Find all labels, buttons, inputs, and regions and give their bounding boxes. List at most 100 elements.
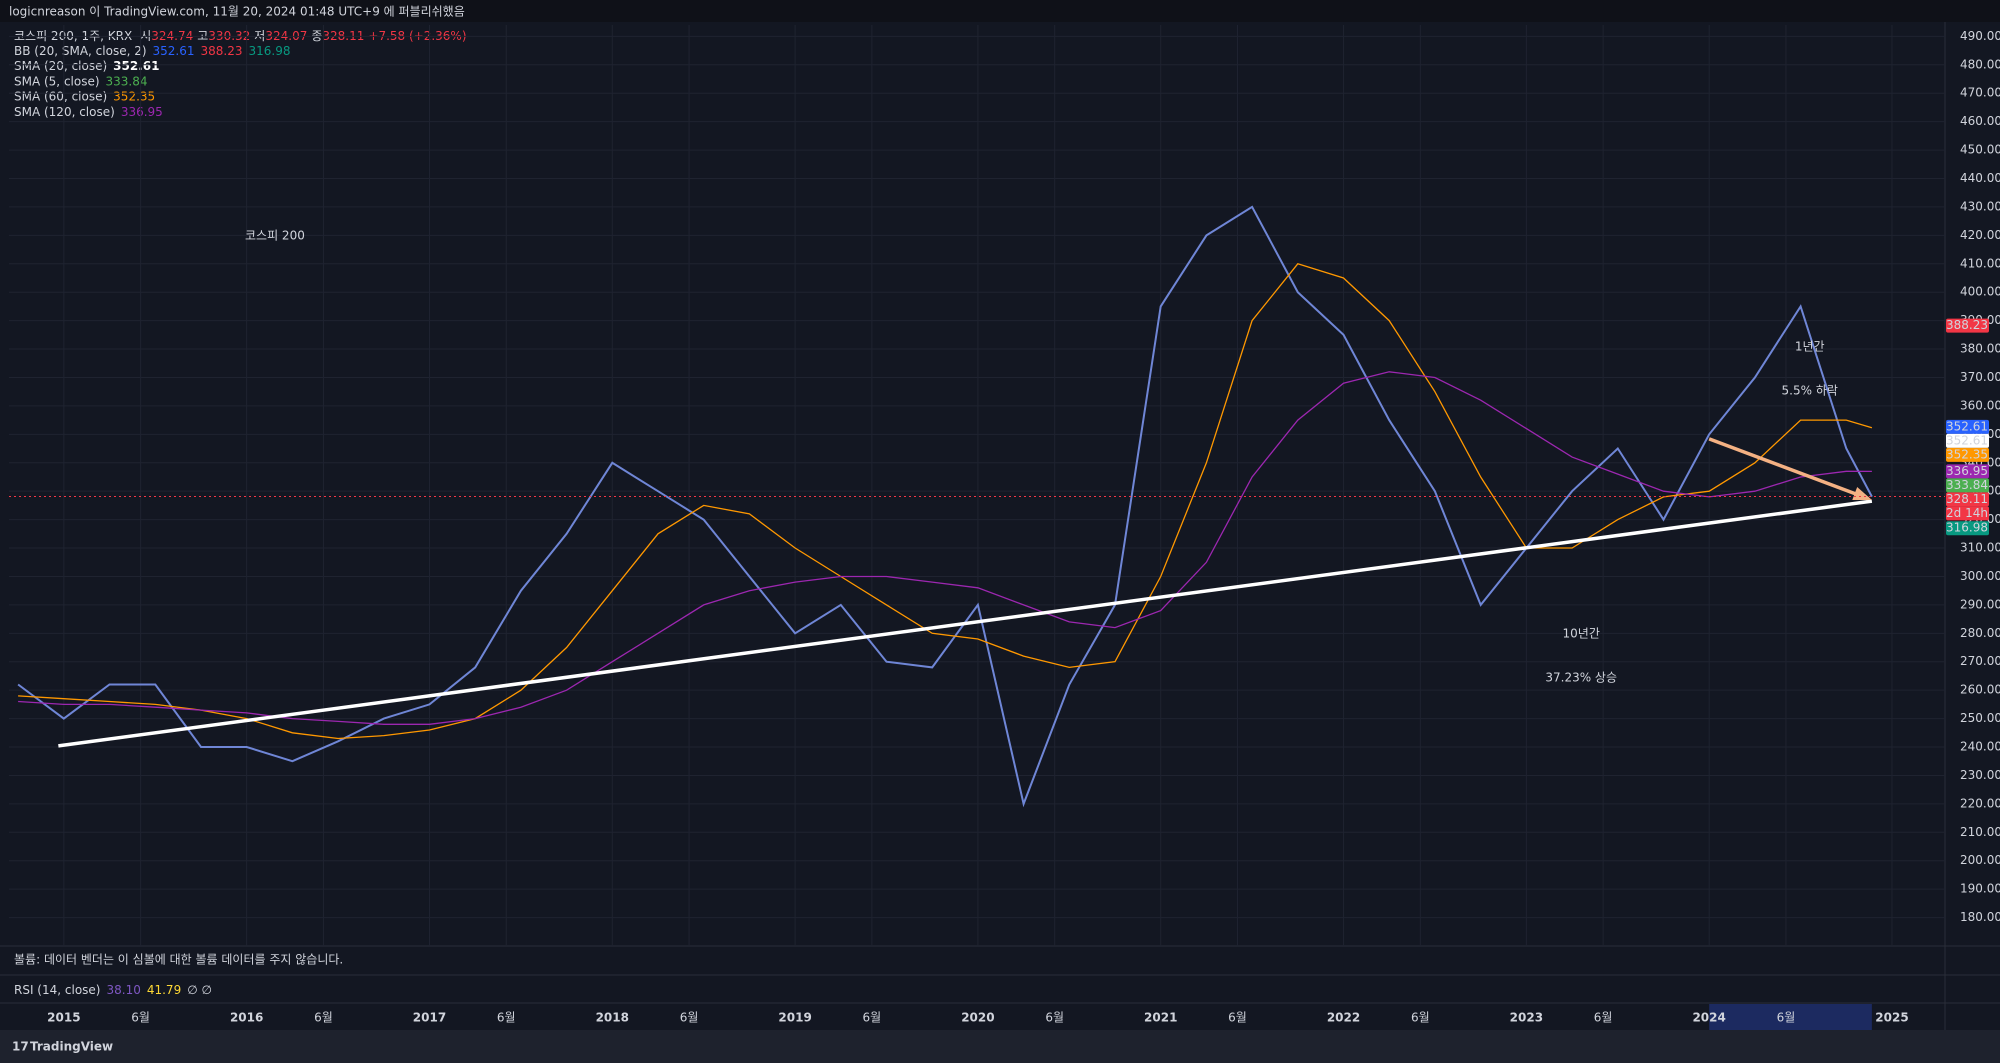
rsi-value: 41.79 — [147, 983, 181, 997]
indicator-legend: SMA (20, close) 352.61 — [14, 59, 159, 73]
x-tick-label: 2024 — [1692, 1011, 1725, 1025]
y-tick-label: 270.00 — [1960, 654, 2000, 668]
indicator-label: SMA (5, close) — [14, 74, 100, 88]
x-tick-label: 6월 — [1777, 1011, 1796, 1025]
price-tag — [1946, 464, 1989, 479]
indicator-value: 388.23 — [201, 44, 243, 58]
price-tag-label: 333.84 — [1946, 478, 1988, 492]
x-tick-label: 2025 — [1875, 1011, 1908, 1025]
price-tag — [1946, 318, 1989, 333]
arrow — [1708, 437, 1869, 501]
y-tick-label: 440.00 — [1960, 171, 2000, 185]
rsi-legend: RSI (14, close) 38.10 41.79 ∅ ∅ — [14, 983, 212, 997]
y-tick-label: 250.00 — [1960, 711, 2000, 725]
y-tick-label: 180.00 — [1960, 910, 2000, 924]
x-tick-label: 6월 — [1594, 1011, 1613, 1025]
x-tick-label: 2018 — [596, 1011, 629, 1025]
price-tag — [1946, 492, 1989, 507]
indicator-label: SMA (120, close) — [14, 104, 115, 118]
x-tick-label: 6월 — [497, 1011, 516, 1025]
price-tag — [1946, 419, 1989, 434]
series-line — [18, 371, 1872, 725]
indicator-value: 316.98 — [249, 44, 291, 58]
annotation: 1년간 — [1795, 339, 1825, 353]
indicator-label: SMA (60, close) — [14, 89, 107, 103]
indicator-value: 352.61 — [113, 59, 159, 73]
price-tag-label: 352.61 — [1946, 419, 1988, 433]
chart-title: 코스피 200 — [245, 229, 305, 243]
indicator-legend: BB (20, SMA, close, 2) 352.61 388.23 316.98 — [14, 44, 291, 58]
indicator-label: SMA (20, close) — [14, 59, 107, 73]
brand: TradingView — [30, 1040, 113, 1054]
y-tick-label: 230.00 — [1960, 768, 2000, 782]
ohlc-value: 324.74 — [151, 29, 193, 43]
price-tag — [1946, 433, 1989, 448]
y-tick-label: 360.00 — [1960, 398, 2000, 412]
x-tick-label: 2021 — [1144, 1011, 1177, 1025]
y-tick-label: 420.00 — [1960, 228, 2000, 242]
x-tick-label: 2017 — [413, 1011, 446, 1025]
y-tick-label: 290.00 — [1960, 597, 2000, 611]
symbol-line: 코스피 200, 1주, KRX 시324.74 고330.32 저324.07 종32… — [14, 29, 467, 43]
y-tick-label: 490.00 — [1960, 29, 2000, 43]
x-tick-label: 2016 — [230, 1011, 263, 1025]
indicator-legend: SMA (5, close) 333.84 — [14, 74, 148, 88]
price-tag-label: 352.35 — [1946, 447, 1988, 461]
x-tick-label: 6월 — [863, 1011, 882, 1025]
y-tick-label: 460.00 — [1960, 114, 2000, 128]
price-tag — [1946, 447, 1989, 462]
y-tick-label: 370.00 — [1960, 370, 2000, 384]
x-tick-label: 2020 — [961, 1011, 994, 1025]
ohlc-label: 종 — [311, 29, 322, 43]
y-tick-label: 300.00 — [1960, 569, 2000, 583]
price-tag — [1946, 521, 1989, 536]
symbol: 코스피 200, 1주, KRX — [14, 29, 132, 43]
trendline — [58, 499, 1873, 748]
x-tick-label: 6월 — [314, 1011, 333, 1025]
y-tick-label: 470.00 — [1960, 86, 2000, 100]
price-tag-label: 336.95 — [1946, 464, 1988, 478]
x-tick-label: 6월 — [1228, 1011, 1247, 1025]
price-tag-label: 352.61 — [1946, 433, 1988, 447]
x-tick-label: 2023 — [1510, 1011, 1543, 1025]
y-tick-label: 190.00 — [1960, 882, 2000, 896]
time-highlight — [1709, 1004, 1872, 1030]
y-tick-label: 310.00 — [1960, 541, 2000, 555]
rsi-value: 38.10 — [106, 983, 140, 997]
series-line — [18, 263, 1873, 740]
arrow-head — [1852, 486, 1872, 501]
volume-note: 볼륨: 데이터 벤더는 이 심볼에 대한 볼륨 데이터를 주지 않습니다. — [14, 953, 343, 967]
y-tick-label: 280.00 — [1960, 626, 2000, 640]
y-tick-label: 410.00 — [1960, 256, 2000, 270]
y-tick-label: 200.00 — [1960, 853, 2000, 867]
indicator-legend: SMA (60, close) 352.35 — [14, 89, 155, 103]
price-tag-label: 328.11 — [1946, 492, 1988, 506]
x-tick-label: 2015 — [47, 1011, 80, 1025]
y-tick-label: 260.00 — [1960, 683, 2000, 697]
y-tick-label: 480.00 — [1960, 57, 2000, 71]
indicator-label: BB (20, SMA, close, 2) — [14, 44, 147, 58]
indicator-value: 336.95 — [121, 104, 163, 118]
annotation: 10년간 — [1563, 627, 1600, 641]
x-tick-label: 6월 — [1045, 1011, 1064, 1025]
price-tag — [1946, 478, 1989, 493]
ohlc-value: 328.11 — [322, 29, 364, 43]
y-tick-label: 240.00 — [1960, 740, 2000, 754]
indicator-value: 333.84 — [106, 74, 148, 88]
ohlc-label: 시 — [140, 29, 151, 43]
indicator-value: 352.61 — [153, 44, 195, 58]
price-tag — [1946, 506, 1989, 521]
ohlc-value: 324.07 — [265, 29, 307, 43]
x-tick-label: 6월 — [1411, 1011, 1430, 1025]
header-bar — [0, 0, 2000, 22]
y-tick-label: 430.00 — [1960, 199, 2000, 213]
footer-bar — [0, 1030, 2000, 1063]
x-tick-label: 6월 — [131, 1011, 150, 1025]
rsi-label: RSI (14, close) — [14, 983, 100, 997]
price-tag-label: 2d 14h — [1946, 506, 1988, 520]
price-tag-label: 316.98 — [1946, 521, 1988, 535]
y-tick-label: 400.00 — [1960, 285, 2000, 299]
